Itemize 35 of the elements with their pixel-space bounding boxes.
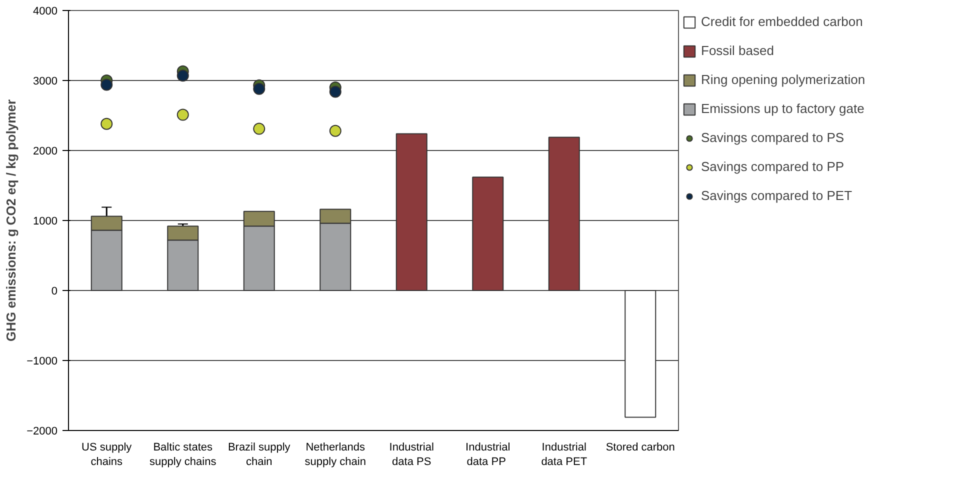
point: [100, 78, 113, 91]
point: [253, 82, 266, 95]
y-axis-title: GHG emissions: g CO2 eq / kg polymer: [4, 99, 19, 342]
bar: [548, 136, 580, 291]
legend-label: Credit for embedded carbon: [701, 14, 863, 29]
y-tick-label: 4000: [33, 6, 58, 18]
y-tick-label: 0: [51, 286, 58, 298]
point: [329, 124, 342, 137]
legend-label: Savings compared to PET: [701, 188, 852, 203]
y-tick-label: −1000: [26, 356, 58, 368]
legend-label: Savings compared to PP: [701, 159, 844, 174]
x-tick-label: Baltic states supply chains: [150, 442, 217, 468]
x-tick-label: Industrial data PET: [541, 442, 588, 468]
x-tick-label: Brazil supply chain: [228, 442, 291, 468]
y-tick-label: 3000: [33, 76, 58, 88]
bar: [396, 133, 428, 291]
point: [329, 86, 342, 98]
x-tick-label: Netherlands supply chain: [304, 442, 366, 468]
legend-label: Ring opening polymerization: [701, 72, 866, 87]
y-tick-label: 1000: [33, 216, 58, 228]
x-tick-label: Industrial data PP: [466, 442, 510, 468]
y-tick-label: 2000: [33, 146, 58, 158]
legend-label: Savings compared to PS: [701, 130, 844, 145]
bar: [472, 176, 504, 291]
point: [176, 108, 189, 121]
x-tick-label: Stored carbon: [606, 442, 675, 454]
bar: [624, 290, 656, 418]
x-tick-label: US supply chains: [82, 442, 132, 468]
legend-label: Fossil based: [701, 43, 774, 58]
y-tick-label: −2000: [26, 426, 58, 438]
point: [253, 122, 266, 135]
x-tick-label: Industrial data PS: [389, 442, 434, 468]
point: [100, 118, 113, 130]
legend-label: Emissions up to factory gate: [701, 101, 864, 116]
point: [176, 70, 189, 82]
